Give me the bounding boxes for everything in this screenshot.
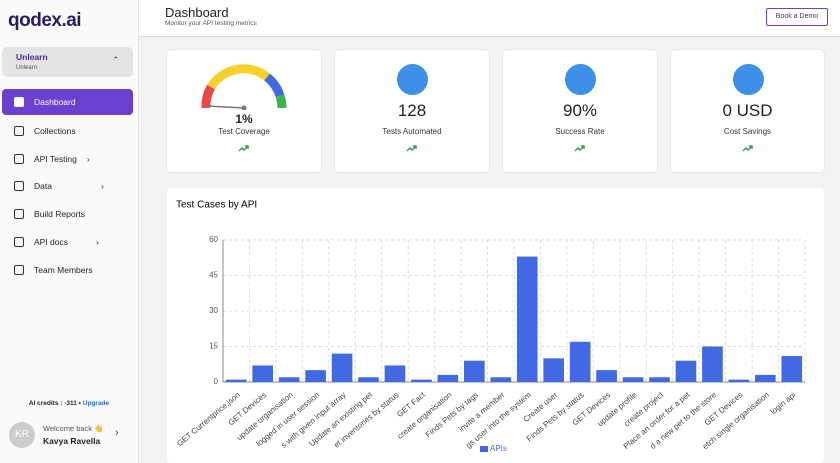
bar bbox=[437, 374, 459, 382]
upgrade-link[interactable]: Upgrade bbox=[82, 400, 110, 407]
nav-item[interactable]: Team Members bbox=[2, 257, 133, 283]
y-tick-label: 45 bbox=[209, 271, 218, 280]
trend-icon bbox=[742, 145, 753, 152]
y-tick-label: 30 bbox=[209, 306, 218, 315]
y-tick-label: 60 bbox=[209, 235, 218, 244]
user-name: Kavya Ravella bbox=[43, 436, 101, 446]
page-subtitle: Monitor your API testing metrics bbox=[165, 20, 257, 27]
bar bbox=[252, 365, 273, 382]
gauge-arc bbox=[264, 73, 285, 98]
chevron: ⌃ bbox=[112, 55, 120, 65]
gauge-hub bbox=[241, 105, 247, 110]
nav-item[interactable]: API docs › bbox=[2, 229, 133, 255]
logo[interactable]: qodex.ai bbox=[8, 10, 82, 31]
bar bbox=[305, 370, 326, 382]
metric-label: Cost Savings bbox=[723, 127, 772, 136]
nav-item[interactable]: Build Reports bbox=[2, 201, 133, 227]
bar bbox=[490, 377, 512, 382]
gauge-needle bbox=[206, 105, 245, 109]
credits-text: AI credits : -311 • bbox=[28, 400, 81, 407]
metric-label: Test Coverage bbox=[218, 127, 270, 136]
workspace-selector[interactable]: Unlearn Unlearn ⌃ bbox=[2, 47, 133, 77]
page-title: Dashboard bbox=[165, 5, 229, 20]
bar bbox=[755, 374, 776, 382]
bar bbox=[781, 355, 803, 382]
bar bbox=[649, 377, 670, 382]
metric-icon bbox=[733, 64, 764, 95]
metric-card: 1% Test Coverage bbox=[167, 50, 321, 172]
y-tick-label: 0 bbox=[214, 377, 219, 386]
gauge-arc bbox=[275, 94, 287, 109]
metric-icon bbox=[565, 64, 596, 95]
bar bbox=[411, 379, 432, 382]
metric-label: Tests Automated bbox=[382, 127, 442, 136]
sidebar: qodex.ai Unlearn Unlearn ⌃ Dashboard Col… bbox=[0, 0, 139, 463]
workspace-sub: Unlearn bbox=[16, 65, 38, 71]
nav-item[interactable]: Data › bbox=[2, 173, 133, 199]
gauge bbox=[201, 64, 287, 110]
avatar: KR bbox=[9, 422, 35, 448]
nav-label: API docs bbox=[34, 237, 69, 247]
bar bbox=[702, 346, 723, 382]
bar bbox=[331, 353, 353, 382]
metric-card: 90% Success Rate bbox=[503, 50, 657, 172]
nav-item[interactable]: Collections bbox=[2, 118, 133, 144]
nav-label: Team Members bbox=[34, 265, 93, 275]
nav-label: Build Reports bbox=[34, 209, 86, 219]
metric-label: Success Rate bbox=[555, 127, 605, 136]
nav-label: Dashboard bbox=[34, 97, 76, 107]
bar bbox=[675, 360, 697, 382]
metric-value: 0 USD bbox=[722, 101, 773, 120]
gauge-arc bbox=[201, 84, 216, 109]
bar bbox=[596, 370, 617, 382]
y-tick-label: 15 bbox=[209, 342, 218, 351]
nav-item[interactable]: Dashboard bbox=[2, 89, 133, 115]
bar bbox=[278, 377, 300, 382]
metric-icon bbox=[397, 64, 428, 95]
credits: AI credits : -311 • Upgrade bbox=[0, 400, 138, 407]
nav-label: API Testing bbox=[34, 154, 77, 164]
bar bbox=[464, 360, 485, 382]
bar bbox=[569, 341, 591, 382]
chevron[interactable]: › bbox=[115, 427, 119, 439]
metric-card: 128 Tests Automated bbox=[335, 50, 489, 172]
metric-value: 90% bbox=[562, 101, 598, 120]
bar bbox=[622, 377, 644, 382]
trend-icon bbox=[406, 145, 417, 152]
trend-icon bbox=[574, 145, 585, 152]
header: Dashboard Monitor your API testing metri… bbox=[139, 0, 840, 37]
nav-label: Data bbox=[34, 181, 52, 191]
trend-icon bbox=[238, 145, 249, 152]
demo-button[interactable]: Book a Demo bbox=[766, 8, 828, 26]
bar bbox=[384, 365, 406, 382]
greeting: Welcome back 👋 bbox=[43, 424, 104, 433]
x-tick-label: login api bbox=[769, 390, 798, 416]
nav-label: Collections bbox=[34, 126, 76, 136]
bar bbox=[728, 379, 750, 382]
bar bbox=[516, 256, 538, 382]
chart-title: Test Cases by API bbox=[176, 200, 257, 211]
gauge-arc bbox=[207, 64, 270, 90]
bar bbox=[358, 377, 379, 382]
bar bbox=[225, 379, 247, 382]
workspace-name: Unlearn bbox=[16, 52, 48, 62]
bar bbox=[543, 358, 564, 382]
metric-card: 0 USD Cost Savings bbox=[671, 50, 824, 172]
metric-value: 1% bbox=[235, 112, 253, 126]
nav-item[interactable]: API Testing › bbox=[2, 146, 133, 172]
metric-value: 128 bbox=[397, 101, 427, 120]
legend-swatch bbox=[480, 446, 488, 452]
legend-label: APIs bbox=[490, 444, 507, 453]
